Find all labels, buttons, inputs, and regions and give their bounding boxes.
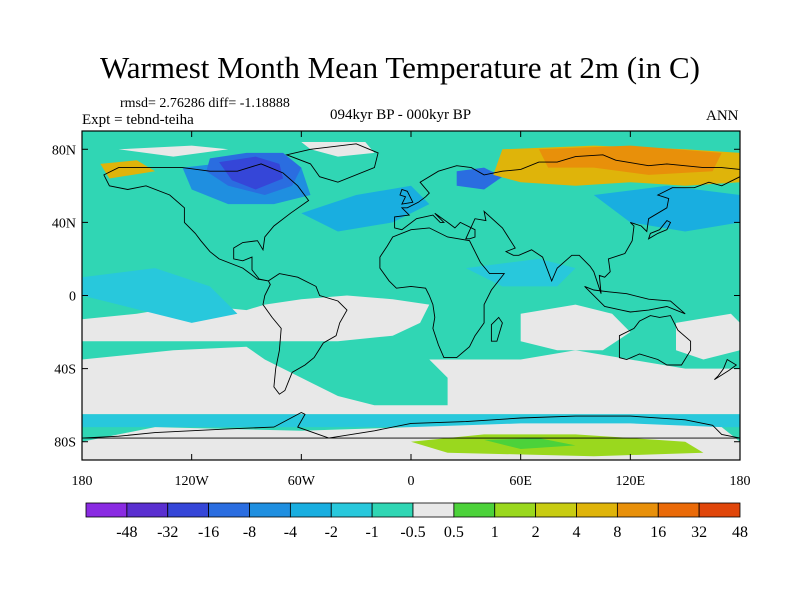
cool-zone-arabian	[465, 258, 576, 287]
colorbar-swatch-10	[494, 502, 537, 518]
lat-label-3: 40S	[54, 363, 76, 378]
colorbar-swatch-6	[330, 502, 373, 518]
coast-madagascar	[490, 316, 503, 342]
lon-label-5: 120E	[616, 474, 646, 489]
colorbar-swatch-1	[126, 502, 169, 518]
neutral-zone-sw-pacific	[676, 313, 740, 360]
coast-japan	[647, 220, 672, 240]
colorbar-swatch-7	[371, 502, 414, 518]
colorbar-label-3: -8	[243, 524, 256, 541]
colorbar-swatch-12	[576, 502, 618, 518]
colorbar-label-15: 48	[732, 524, 748, 541]
colorbar: -48 -32 -16 -8 -4 -2 -1 -0.5 0.5 1 2 4 8 16 32 48	[85, 502, 748, 541]
coast-uk	[399, 188, 414, 205]
period-label: 094kyr BP - 000kyr BP	[330, 107, 472, 123]
lat-label-1: 40N	[52, 216, 76, 231]
lat-label-2: 0	[69, 290, 76, 305]
coast-south-america	[262, 273, 348, 395]
colorbar-swatch-14	[657, 502, 700, 518]
colorbar-swatch-0	[85, 502, 128, 518]
neutral-zone-southern-ocean	[82, 346, 740, 415]
colorbar-label-6: -1	[365, 524, 378, 541]
hot-zone-siberia	[538, 145, 722, 175]
latitude-axis: 80N 40N 0 40S 80S	[52, 143, 740, 451]
colorbar-label-2: -16	[198, 524, 219, 541]
cool-zone-north-atlantic	[301, 185, 430, 232]
longitude-axis: 180 120W 60W 0 60E 120E 180	[72, 131, 751, 489]
colorbar-label-8: 0.5	[444, 524, 464, 541]
colorbar-label-14: 32	[691, 524, 707, 541]
colorbar-label-12: 8	[613, 524, 621, 541]
cold-core-hudson	[219, 156, 284, 190]
colorbar-swatch-8	[412, 502, 455, 518]
temperature-field	[82, 131, 740, 460]
colorbar-label-0: -48	[116, 524, 137, 541]
colorbar-label-5: -2	[325, 524, 338, 541]
stats-text: rmsd= 2.76286 diff= -1.18888	[120, 96, 290, 111]
map-title: Warmest Month Mean Temperature at 2m (in…	[100, 50, 700, 85]
neutral-zone-arctic	[118, 145, 229, 157]
colorbar-label-11: 4	[573, 524, 581, 541]
warm-zone-antarctic-interior	[484, 438, 576, 449]
experiment-label: Expt = tebnd-teiha	[82, 112, 194, 128]
lon-label-4: 60E	[509, 474, 532, 489]
colorbar-swatch-9	[453, 502, 496, 518]
lon-label-0: 180	[72, 474, 93, 489]
lat-label-4: 80S	[54, 436, 76, 451]
colorbar-label-13: 16	[650, 524, 666, 541]
neutral-zone-greenland	[301, 142, 375, 157]
lat-label-0: 80N	[52, 143, 76, 158]
colorbar-swatch-13	[616, 502, 659, 518]
colorbar-label-9: 1	[491, 524, 499, 541]
cool-zone-east-asia	[593, 185, 740, 232]
season-label: ANN	[706, 108, 739, 124]
coast-new-zealand	[714, 358, 738, 380]
colorbar-label-1: -32	[157, 524, 178, 541]
colorbar-label-4: -4	[284, 524, 297, 541]
neutral-zone-pacific	[82, 295, 430, 342]
coast-antarctica	[82, 411, 740, 439]
coast-australia	[618, 315, 692, 366]
colorbar-swatch-15	[698, 502, 741, 518]
coast-africa	[379, 227, 506, 359]
colorbar-swatch-5	[289, 502, 332, 518]
lon-label-1: 120W	[175, 474, 210, 489]
coast-north-america	[103, 163, 310, 282]
lon-label-2: 60W	[288, 474, 316, 489]
lon-label-6: 180	[730, 474, 751, 489]
cool-zone-pacific	[82, 268, 238, 323]
colorbar-swatch-3	[208, 502, 250, 518]
colorbar-swatch-2	[167, 502, 210, 518]
colorbar-label-7: -0.5	[400, 524, 425, 541]
colorbar-swatch-4	[249, 502, 291, 518]
coast-greenland	[285, 143, 379, 183]
warm-zone-alaska	[100, 160, 156, 179]
lon-label-3: 0	[408, 474, 415, 489]
coast-indonesia	[584, 285, 686, 315]
colorbar-label-10: 2	[532, 524, 540, 541]
colorbar-swatch-11	[535, 502, 577, 518]
neutral-zone-indian	[520, 304, 631, 351]
coast-eurasia	[394, 154, 740, 294]
coastlines	[82, 143, 740, 439]
